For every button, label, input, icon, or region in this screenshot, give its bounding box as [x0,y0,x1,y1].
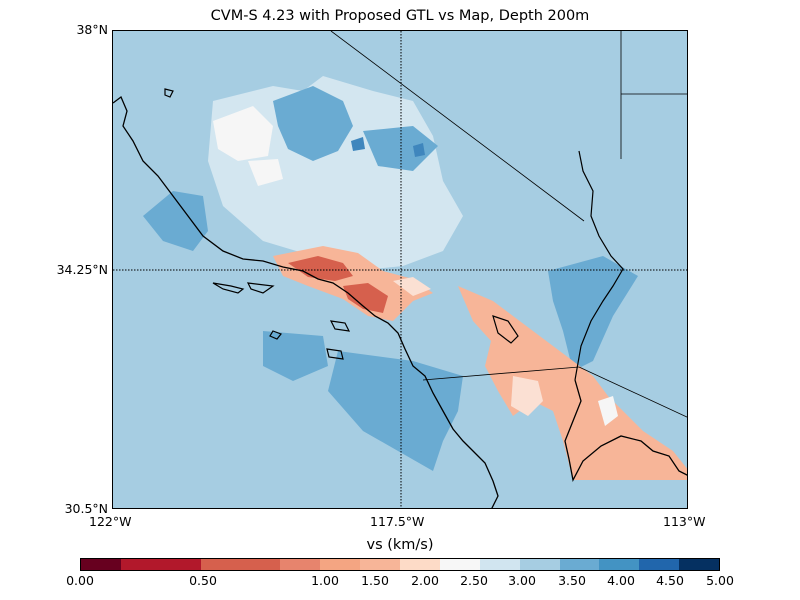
la-basin-light-pink [393,277,431,296]
island-3 [329,320,351,332]
colorbar-tick-label: 1.50 [361,573,389,588]
salton-salmon [458,286,687,480]
island-5 [269,330,282,340]
dark-blue-spot-2 [413,143,425,157]
island-1 [212,282,245,294]
island-4 [326,348,344,360]
colorbar-tick-label: 1.00 [311,573,339,588]
lon-label-113: 113°W [663,514,706,529]
island-6 [164,88,174,98]
us-mexico-border [422,366,580,381]
white-patch-2 [248,159,283,186]
la-basin-red-2 [343,283,388,313]
colorbar-tick-label: 4.50 [656,573,684,588]
colorbar-segment [519,559,560,570]
medium-blue-patch-southwest [328,351,463,471]
colorbar-segment [679,559,719,570]
colorbar-segment [240,559,281,570]
salton-light-pink [511,376,543,416]
colorbar-label: vs (km/s) [366,537,434,553]
lon-label-122: 122°W [89,514,132,529]
medium-blue-patch-5 [263,331,328,381]
colorbar-segment [360,559,400,570]
island-2 [246,282,275,294]
colorbar-segment [320,559,361,570]
colorbar-segment [479,559,520,570]
colorbar-segment [120,559,161,570]
ca-nv-border [330,31,585,222]
lat-label-38: 38°N [76,22,108,37]
colorbar-segment [81,559,121,570]
colorbar-segment [599,559,640,570]
colorbar-segment [559,559,600,570]
colorbar-segment [280,559,321,570]
colorbar-tick-label: 0.00 [66,573,94,588]
medium-blue-patch-3 [143,191,208,251]
gulf-coast [564,379,687,482]
sonora-border [578,366,687,418]
colorbar-tick-label: 2.00 [411,573,439,588]
lat-label-30-5: 30.5°N [64,501,108,516]
colorbar-segment [160,559,201,570]
coastline [113,95,499,508]
colorbar-tick-label: 0.50 [189,573,217,588]
lon-label-117-5: 117.5°W [370,514,425,529]
map-area [112,30,688,509]
colorbar-segment [639,559,680,570]
colorbar-tick-label: 2.50 [460,573,488,588]
colorbar-segment [400,559,440,570]
colorbar-tick-label: 5.00 [706,573,734,588]
plot-title: CVM-S 4.23 with Proposed GTL vs Map, Dep… [210,8,590,24]
colorado-river [574,150,624,381]
colorbar-segment [200,559,241,570]
map-svg [113,31,687,508]
colorbar-tick-label: 3.50 [558,573,586,588]
medium-blue-patch-4 [548,256,638,371]
colorbar-tick-label: 4.00 [607,573,635,588]
medium-blue-patch-1 [273,86,353,161]
salton-white [598,396,618,426]
colorbar [80,558,720,571]
salton-sea [492,315,519,344]
dark-blue-spot-1 [351,137,365,151]
lat-label-34-25: 34.25°N [56,262,108,277]
white-patch-1 [213,106,273,161]
colorbar-tick-label: 3.00 [508,573,536,588]
colorbar-segment [439,559,480,570]
la-basin-red [288,256,353,281]
